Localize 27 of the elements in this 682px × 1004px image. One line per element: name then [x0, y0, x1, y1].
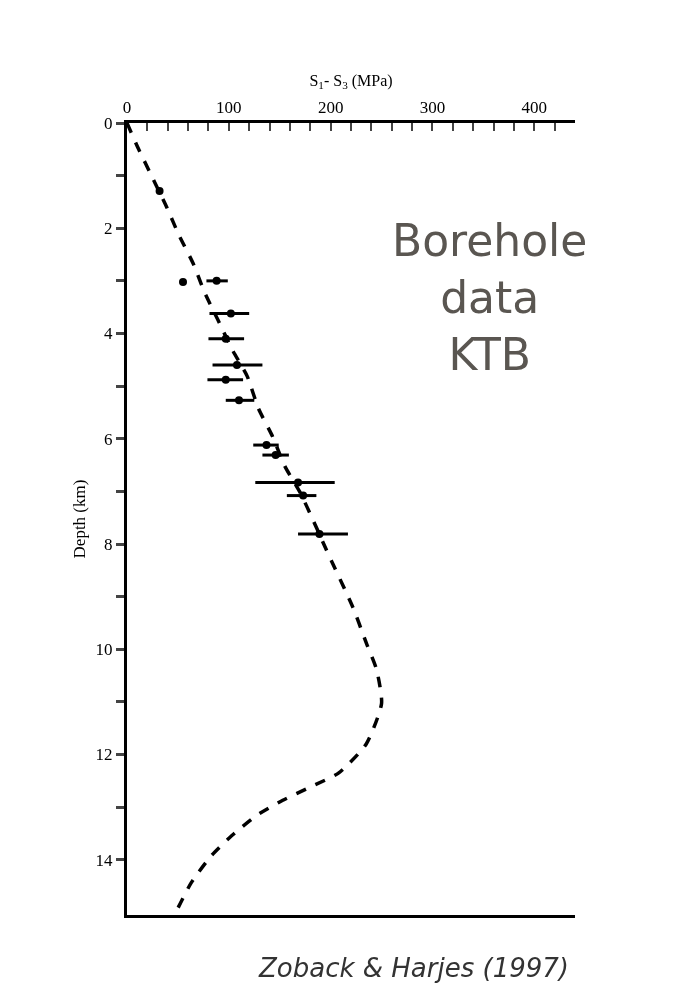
- annotation: Borehole data KTB: [392, 215, 588, 381]
- y-tick-label: 4: [104, 324, 114, 344]
- point: [212, 276, 221, 285]
- point: [262, 441, 271, 450]
- x-tick-label: 400: [521, 98, 548, 118]
- x-tick-label: 300: [419, 98, 446, 118]
- y-tick-label: 10: [95, 640, 113, 660]
- y-tick-label: 8: [104, 534, 113, 554]
- y-tick-label: 12: [95, 745, 113, 765]
- y-tick-label: 6: [104, 429, 113, 449]
- y-axis-title: Depth (km): [70, 479, 90, 559]
- point: [221, 375, 230, 384]
- x-tick-label: 100: [216, 98, 242, 118]
- point: [226, 309, 235, 318]
- point: [271, 451, 280, 460]
- point: [232, 361, 241, 370]
- x-axis-title: S$_{1}$- S$_{3}$ (MPa): [309, 72, 393, 92]
- point: [235, 396, 243, 405]
- point: [294, 478, 303, 487]
- y-tick-label: 14: [95, 850, 114, 870]
- y-tick-label: 0: [104, 113, 113, 133]
- y-tick-label: 2: [104, 219, 113, 239]
- text: Zoback & Harjes (1997): [258, 953, 569, 983]
- x-tick-label: 200: [317, 98, 344, 118]
- point: [299, 491, 308, 500]
- point: [315, 530, 324, 538]
- x-tick-label: 0: [122, 98, 132, 118]
